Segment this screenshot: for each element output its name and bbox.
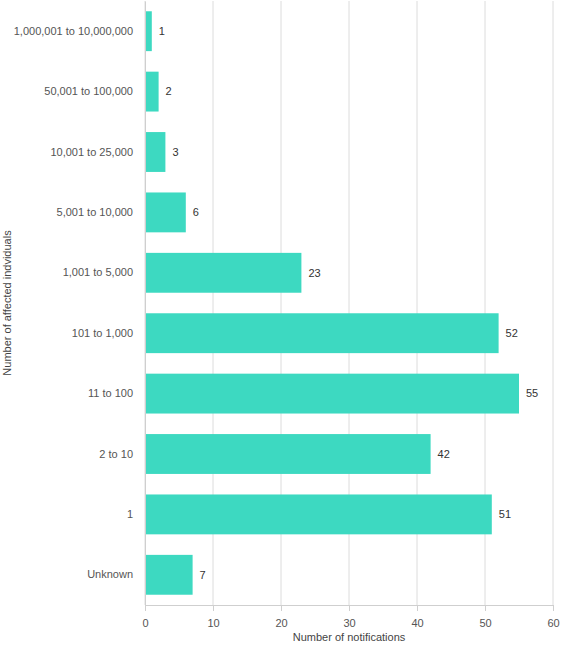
data-label: 6 bbox=[193, 206, 199, 218]
tick-mark bbox=[213, 605, 214, 611]
tick-mark bbox=[281, 605, 282, 611]
tick: 1,000,001 to 10,000,000 bbox=[14, 25, 145, 37]
bar bbox=[145, 11, 152, 51]
bar bbox=[145, 72, 159, 112]
bar bbox=[145, 555, 193, 595]
tick: 30 bbox=[343, 605, 355, 629]
grid-line bbox=[553, 1, 554, 605]
tick-label: 50 bbox=[479, 617, 491, 629]
bar bbox=[145, 374, 519, 414]
bars bbox=[145, 11, 519, 594]
bar bbox=[145, 192, 186, 232]
tick: 101 to 1,000 bbox=[72, 327, 145, 339]
plot: 12362352554251701020304050601,000,001 to… bbox=[14, 1, 560, 629]
tick-label: 10,001 to 25,000 bbox=[50, 146, 133, 158]
bar bbox=[145, 132, 165, 172]
bar bbox=[145, 313, 499, 353]
data-label: 1 bbox=[159, 25, 165, 37]
axis-line bbox=[145, 2, 146, 606]
tick-label: 30 bbox=[343, 617, 355, 629]
data-labels: 123623525542517 bbox=[159, 25, 538, 581]
grid-line bbox=[145, 1, 146, 605]
tick: 11 to 100 bbox=[88, 387, 145, 399]
tick: 50 bbox=[479, 605, 491, 629]
tick-label: Unknown bbox=[87, 568, 133, 580]
data-label: 23 bbox=[308, 267, 320, 279]
tick-label: 1 bbox=[127, 508, 133, 520]
y-axis-title: Number of affected indviduals bbox=[1, 230, 13, 376]
data-label: 51 bbox=[499, 508, 511, 520]
chart: 12362352554251701020304050601,000,001 to… bbox=[0, 0, 561, 645]
tick: 40 bbox=[411, 605, 423, 629]
tick: 60 bbox=[547, 605, 559, 629]
tick: 10 bbox=[207, 605, 219, 629]
data-label: 52 bbox=[506, 327, 518, 339]
tick-label: 1,001 to 5,000 bbox=[63, 266, 133, 278]
grid bbox=[145, 1, 553, 605]
tick: 1,001 to 5,000 bbox=[63, 266, 145, 278]
tick-label: 50,001 to 100,000 bbox=[44, 85, 133, 97]
tick-label: 0 bbox=[142, 617, 148, 629]
data-label: 42 bbox=[438, 448, 450, 460]
tick-mark bbox=[417, 605, 418, 611]
tick: 10,001 to 25,000 bbox=[50, 146, 145, 158]
tick-label: 10 bbox=[207, 617, 219, 629]
tick-label: 1,000,001 to 10,000,000 bbox=[14, 25, 133, 37]
tick-mark bbox=[349, 605, 350, 611]
tick: 50,001 to 100,000 bbox=[44, 85, 145, 97]
tick: 1 bbox=[127, 508, 145, 520]
bar bbox=[145, 494, 492, 534]
data-label: 3 bbox=[172, 146, 178, 158]
category-axis: 1,000,001 to 10,000,000 50,001 to 100,000… bbox=[14, 2, 146, 606]
tick-mark bbox=[553, 605, 554, 611]
data-label: 55 bbox=[526, 387, 538, 399]
tick-label: 40 bbox=[411, 617, 423, 629]
x-axis-title: Number of notifications bbox=[293, 631, 406, 643]
tick-label: 2 to 10 bbox=[99, 448, 133, 460]
value-axis: 0 10 20 30 40 50 60 bbox=[142, 605, 559, 629]
tick-mark bbox=[485, 605, 486, 611]
tick: 2 to 10 bbox=[99, 448, 145, 460]
tick-label: 20 bbox=[275, 617, 287, 629]
data-label: 2 bbox=[166, 85, 172, 97]
tick: Unknown bbox=[87, 568, 145, 580]
bar bbox=[145, 434, 431, 474]
tick: 5,001 to 10,000 bbox=[57, 206, 145, 218]
tick-label: 101 to 1,000 bbox=[72, 327, 133, 339]
tick: 0 bbox=[142, 605, 148, 629]
tick-label: 5,001 to 10,000 bbox=[57, 206, 133, 218]
tick-label: 60 bbox=[547, 617, 559, 629]
data-label: 7 bbox=[200, 569, 206, 581]
tick-mark bbox=[145, 605, 146, 611]
tick-label: 11 to 100 bbox=[88, 387, 133, 399]
bar bbox=[145, 253, 301, 293]
tick: 20 bbox=[275, 605, 287, 629]
